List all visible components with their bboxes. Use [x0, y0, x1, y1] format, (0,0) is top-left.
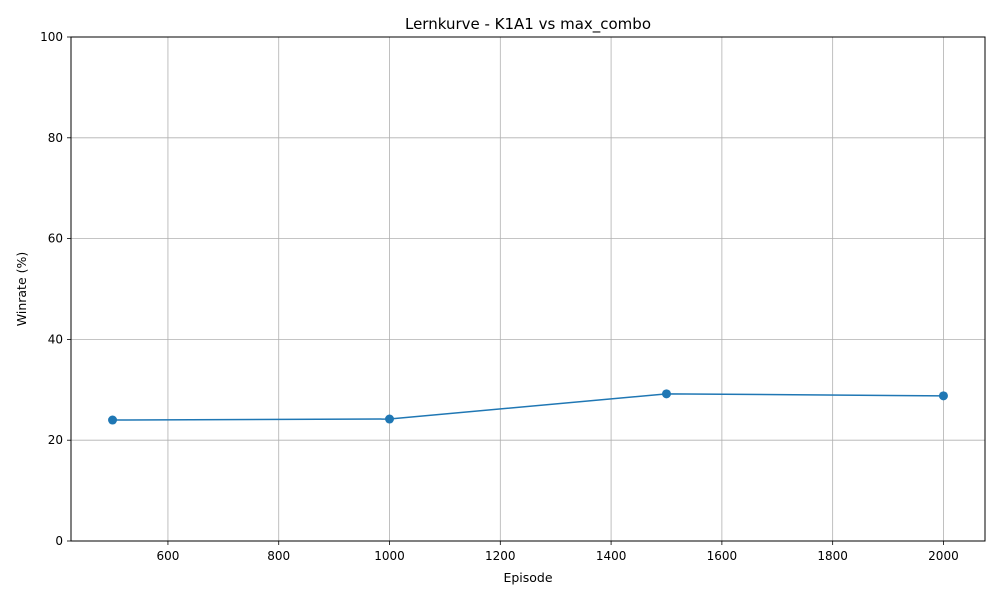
y-tick-label: 100: [40, 30, 63, 44]
y-tick-label: 20: [48, 433, 63, 447]
plot-frame: [70, 36, 986, 542]
x-tick-label: 600: [156, 549, 179, 563]
series-layer: [108, 389, 948, 425]
x-tick-label: 800: [267, 549, 290, 563]
series-line: [112, 393, 944, 421]
x-tick-label: 1200: [485, 549, 516, 563]
y-axis-label: Winrate (%): [14, 252, 29, 326]
y-tick-label: 40: [48, 332, 63, 346]
data-point: [385, 414, 395, 424]
tick-layer: 600 800 1000 1200 1400 1600 1800 2000 0 20 40 60 80 1…: [40, 30, 959, 563]
x-tick-label: 1800: [817, 549, 848, 563]
y-tick-label: 80: [48, 131, 63, 145]
x-axis-label: Episode: [503, 570, 552, 585]
x-tick-label: 1600: [707, 549, 738, 563]
data-point: [661, 389, 671, 399]
x-tick-label: 2000: [928, 549, 959, 563]
data-point: [108, 415, 118, 425]
y-tick-label: 0: [55, 534, 63, 548]
data-point: [938, 391, 948, 401]
y-tick-label: 60: [48, 232, 63, 246]
chart-title: Lernkurve - K1A1 vs max_combo: [405, 15, 651, 34]
x-tick-label: 1000: [374, 549, 405, 563]
x-tick-label: 1400: [596, 549, 627, 563]
